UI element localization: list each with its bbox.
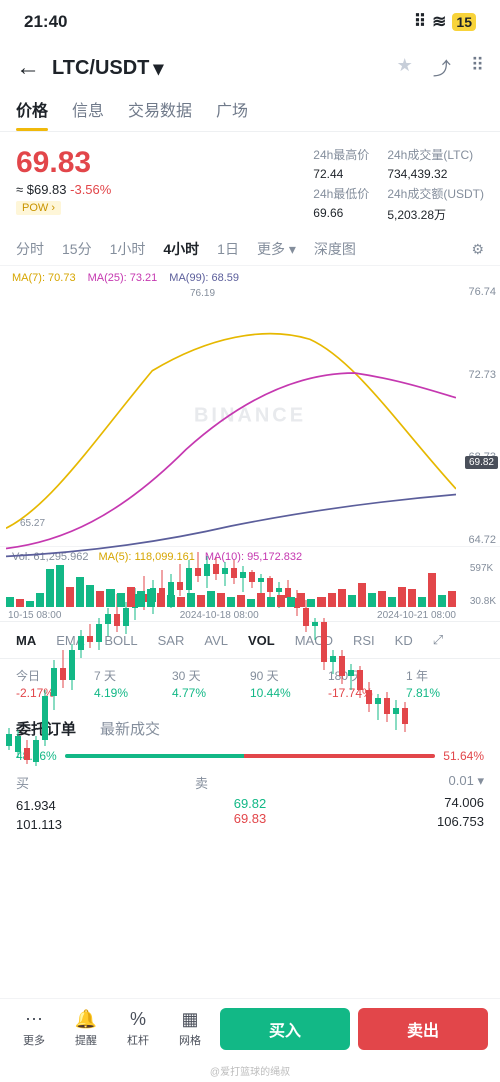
volume-bars: [6, 565, 456, 607]
bid-row[interactable]: 101.113: [16, 815, 195, 834]
order-tab-1[interactable]: 最新成交: [100, 718, 160, 739]
indicator-ma[interactable]: MA: [16, 633, 36, 648]
back-button[interactable]: ←: [16, 54, 40, 82]
buy-button[interactable]: 买入: [220, 1008, 350, 1050]
timeframe-6[interactable]: 深度图: [314, 239, 356, 259]
price-section: 69.83 ≈ $69.83 -3.56% POW › 24h最高价 24h成交…: [0, 132, 500, 233]
status-time: 21:40: [24, 12, 67, 32]
volume-y-axis: 597K30.8K: [470, 563, 496, 607]
bid-row[interactable]: 61.934: [16, 796, 195, 815]
indicator-kd[interactable]: KD: [395, 633, 413, 648]
pair-selector[interactable]: LTC/USDT ▾: [52, 56, 385, 81]
orderbook-mid: 卖 69.82 69.83: [195, 773, 305, 834]
approx-price: ≈ $69.83 -3.56%: [16, 182, 301, 197]
ask-row[interactable]: 74.006: [305, 793, 484, 812]
orderbook: 买 61.934 101.113 卖 69.82 69.83 0.01 ▾ 74…: [0, 767, 500, 838]
sell-ratio: 51.64%: [443, 749, 484, 763]
bottom-item-杠杆[interactable]: %杠杆: [116, 1009, 160, 1048]
status-bar: 21:40 ⠿ ≋ 15: [0, 0, 500, 44]
order-ratio: 48.36% 51.64%: [0, 745, 500, 767]
period-col: 1 年7.81%: [406, 667, 484, 700]
main-tab-3[interactable]: 广场: [216, 97, 248, 131]
price-change: -3.56%: [70, 182, 111, 197]
period-col: 30 天4.77%: [172, 667, 250, 700]
dropdown-icon: ▾: [153, 56, 163, 81]
timeframe-1[interactable]: 15分: [62, 239, 92, 259]
bottom-item-网格[interactable]: ▦网格: [168, 1009, 212, 1048]
signal-icon: ⠿: [414, 12, 426, 32]
last-price: 69.83: [16, 146, 301, 180]
ask-row[interactable]: 106.753: [305, 812, 484, 831]
timeframe-tabs: 分时 15分 1小时 4小时 1日更多 ▾ 深度图 ⚙: [0, 233, 500, 266]
chart-high-label: 76.19: [190, 288, 215, 299]
price-stats: 24h最高价 24h成交量(LTC) 72.44 734,439.32 24h最…: [313, 146, 484, 223]
indicator-vol[interactable]: VOL: [248, 633, 275, 648]
ma-lines: [6, 292, 456, 571]
timeframe-3[interactable]: 4小时: [163, 239, 199, 259]
ma-legend: MA(7): 70.73 MA(25): 73.21 MA(99): 68.59: [0, 266, 500, 286]
indicator-expand-icon[interactable]: ⤢: [433, 632, 443, 648]
precision-selector[interactable]: 0.01 ▾: [449, 773, 484, 789]
header: ← LTC/USDT ▾ ★ ⤴ ⠿: [0, 44, 500, 92]
current-price-tag: 69.82: [465, 456, 498, 469]
ratio-bar: [65, 754, 436, 758]
footer-attribution: @爱打篮球的绳叔: [0, 1063, 500, 1078]
orderbook-asks: 0.01 ▾ 74.006 106.753: [305, 773, 484, 834]
chart-low-label: 65.27: [20, 518, 45, 529]
bottom-item-更多[interactable]: ⋯更多: [12, 1009, 56, 1048]
indicator-tabs: MAEMABOLLSARAVLVOLMACDRSIKD⤢: [0, 621, 500, 659]
indicator-boll[interactable]: BOLL: [104, 633, 137, 648]
timeframe-5[interactable]: 更多 ▾: [257, 239, 296, 259]
timeframe-4[interactable]: 1日: [217, 239, 239, 259]
status-right: ⠿ ≋ 15: [414, 12, 476, 32]
indicator-sar[interactable]: SAR: [158, 633, 185, 648]
indicator-rsi[interactable]: RSI: [353, 633, 375, 648]
period-returns: 今日-2.17%7 天4.19%30 天4.77%90 天10.44%180 天…: [0, 659, 500, 708]
volume-chart[interactable]: 597K30.8K 10-15 08:002024-10-18 08:00202…: [0, 563, 500, 621]
chart-settings-icon[interactable]: ⚙: [471, 241, 484, 258]
period-col: 90 天10.44%: [250, 667, 328, 700]
timeframe-2[interactable]: 1小时: [110, 239, 146, 259]
main-tab-2[interactable]: 交易数据: [128, 97, 192, 131]
orderbook-bids: 买 61.934 101.113: [16, 773, 195, 834]
chart-x-axis: 10-15 08:002024-10-18 08:002024-10-21 08…: [8, 610, 456, 621]
share-icon[interactable]: ⤴: [433, 55, 451, 81]
favorite-icon[interactable]: ★: [397, 55, 413, 81]
ma25-label: MA(25): 73.21: [88, 272, 158, 284]
main-tab-0[interactable]: 价格: [16, 97, 48, 131]
wifi-icon: ≋: [432, 12, 446, 32]
main-tabs: 价格信息交易数据广场: [0, 92, 500, 132]
ma99-label: MA(99): 68.59: [169, 272, 239, 284]
candlestick-chart[interactable]: BINANCE 76.7472.7368.7364.72 69.82 76.19…: [0, 286, 500, 546]
battery-badge: 15: [452, 13, 476, 31]
timeframe-0[interactable]: 分时: [16, 239, 44, 259]
grid-icon[interactable]: ⠿: [471, 55, 484, 81]
bottom-item-提醒[interactable]: 🔔提醒: [64, 1009, 108, 1048]
period-col: 7 天4.19%: [94, 667, 172, 700]
pow-tag[interactable]: POW ›: [16, 201, 61, 215]
pair-label: LTC/USDT: [52, 57, 149, 80]
indicator-avl[interactable]: AVL: [204, 633, 228, 648]
chart-y-axis: 76.7472.7368.7364.72: [468, 286, 496, 546]
ma7-label: MA(7): 70.73: [12, 272, 76, 284]
sell-button[interactable]: 卖出: [358, 1008, 488, 1050]
main-tab-1[interactable]: 信息: [72, 97, 104, 131]
bottom-bar: ⋯更多🔔提醒%杠杆▦网格 买入 卖出: [0, 998, 500, 1058]
order-tabs: 委托订单最新成交: [0, 708, 500, 745]
